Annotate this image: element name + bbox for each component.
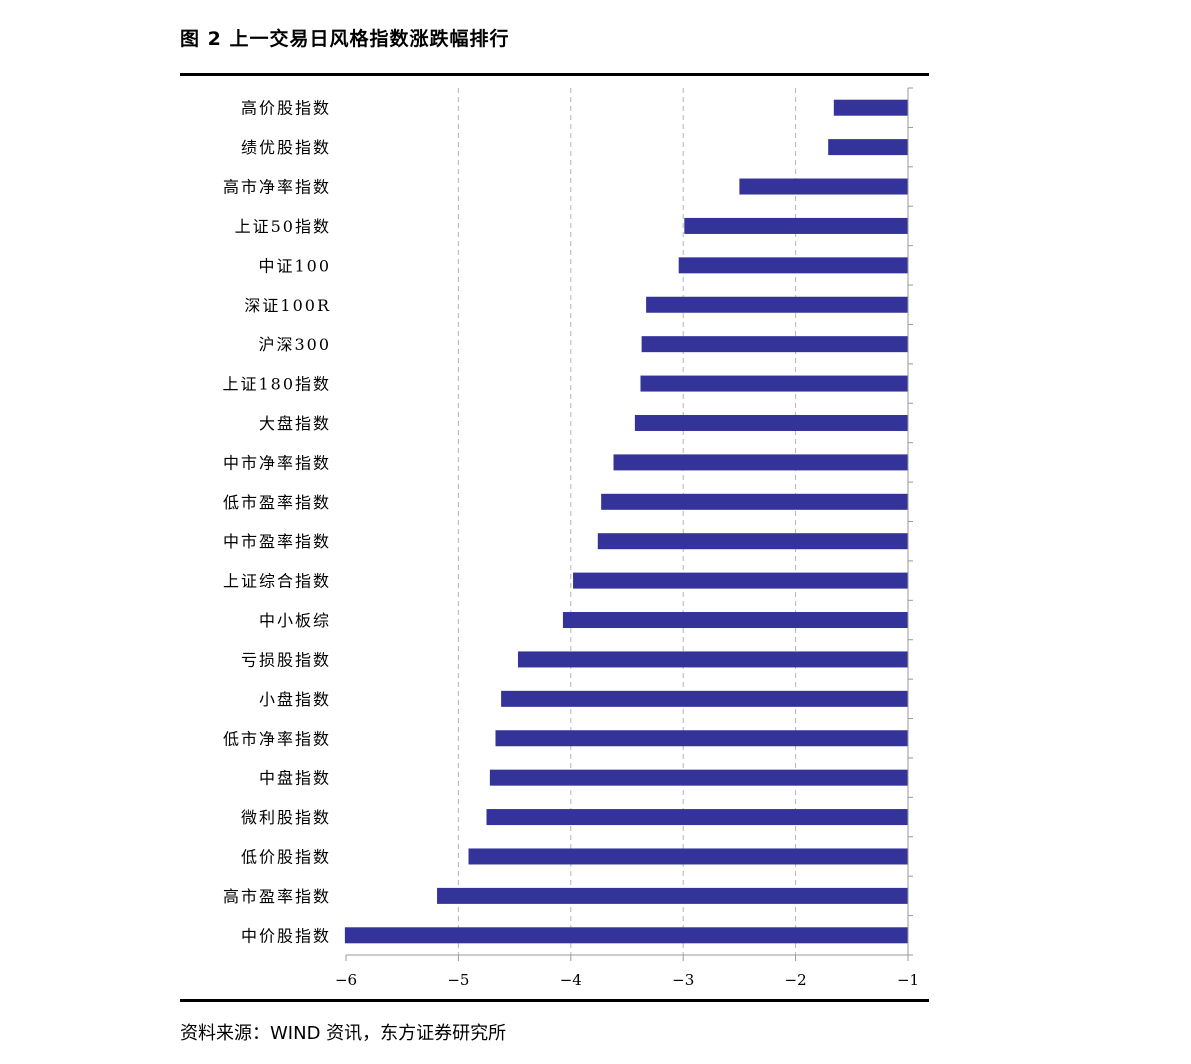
bar-上证180指数 xyxy=(640,375,908,392)
figure-title: 图 2 上一交易日风格指数涨跌幅排行 xyxy=(180,28,510,50)
bar-亏损股指数 xyxy=(517,651,908,668)
bar-低市净率指数 xyxy=(495,730,908,747)
bar-绩优股指数 xyxy=(828,139,908,156)
category-label: 高市净率指数 xyxy=(223,178,331,197)
bar-深证100R xyxy=(646,296,908,313)
bars xyxy=(344,99,909,944)
category-label: 上证综合指数 xyxy=(223,572,331,591)
category-label: 上证180指数 xyxy=(222,375,331,394)
category-label: 上证50指数 xyxy=(235,217,331,236)
tick-label: −4 xyxy=(560,971,582,989)
bar-大盘指数 xyxy=(634,414,908,431)
bar-中盘指数 xyxy=(489,769,908,786)
category-label: 中盘指数 xyxy=(259,769,331,788)
bar-上证综合指数 xyxy=(573,572,908,589)
category-label: 深证100R xyxy=(244,296,331,315)
category-label: 中市净率指数 xyxy=(223,453,331,472)
bar-中证100 xyxy=(678,257,908,274)
top-rule xyxy=(180,73,929,76)
category-label: 中市盈率指数 xyxy=(223,532,331,551)
tick-label: −3 xyxy=(672,971,694,989)
category-label: 亏损股指数 xyxy=(241,650,331,669)
bar-中小板综 xyxy=(562,612,908,629)
category-label: 微利股指数 xyxy=(241,808,331,827)
tick-label: −6 xyxy=(335,971,357,989)
source-note: 资料来源：WIND 资讯，东方证券研究所 xyxy=(180,1023,507,1044)
category-label: 高价股指数 xyxy=(241,99,331,118)
bar-高市净率指数 xyxy=(739,178,908,195)
tick-label: −2 xyxy=(785,971,807,989)
bottom-rule xyxy=(180,999,929,1002)
category-label: 低价股指数 xyxy=(241,847,331,866)
bar-高价股指数 xyxy=(833,99,908,116)
category-label: 低市盈率指数 xyxy=(223,493,331,512)
bar-上证50指数 xyxy=(684,217,908,234)
category-label: 绩优股指数 xyxy=(241,138,331,157)
bar-高市盈率指数 xyxy=(437,887,908,904)
bar-低市盈率指数 xyxy=(601,493,908,510)
bar-中市净率指数 xyxy=(613,454,908,471)
category-label: 大盘指数 xyxy=(259,414,331,433)
tick-label: −5 xyxy=(447,971,469,989)
category-label: 中证100 xyxy=(258,256,331,275)
bar-沪深300 xyxy=(641,336,908,353)
bar-中市盈率指数 xyxy=(597,533,908,550)
category-label: 高市盈率指数 xyxy=(223,887,331,906)
category-label: 中价股指数 xyxy=(241,926,331,945)
category-label: 沪深300 xyxy=(258,335,331,354)
x-axis: −6 −5 −4 −3 −2 −1 xyxy=(335,87,919,989)
bar-低价股指数 xyxy=(468,848,908,865)
tick-label: −1 xyxy=(897,971,919,989)
category-label: 中小板综 xyxy=(259,611,331,630)
bar-小盘指数 xyxy=(501,690,908,707)
category-label: 小盘指数 xyxy=(259,690,331,709)
bar-微利股指数 xyxy=(486,809,908,826)
bar-中价股指数 xyxy=(344,927,909,944)
category-label: 低市净率指数 xyxy=(223,729,331,748)
